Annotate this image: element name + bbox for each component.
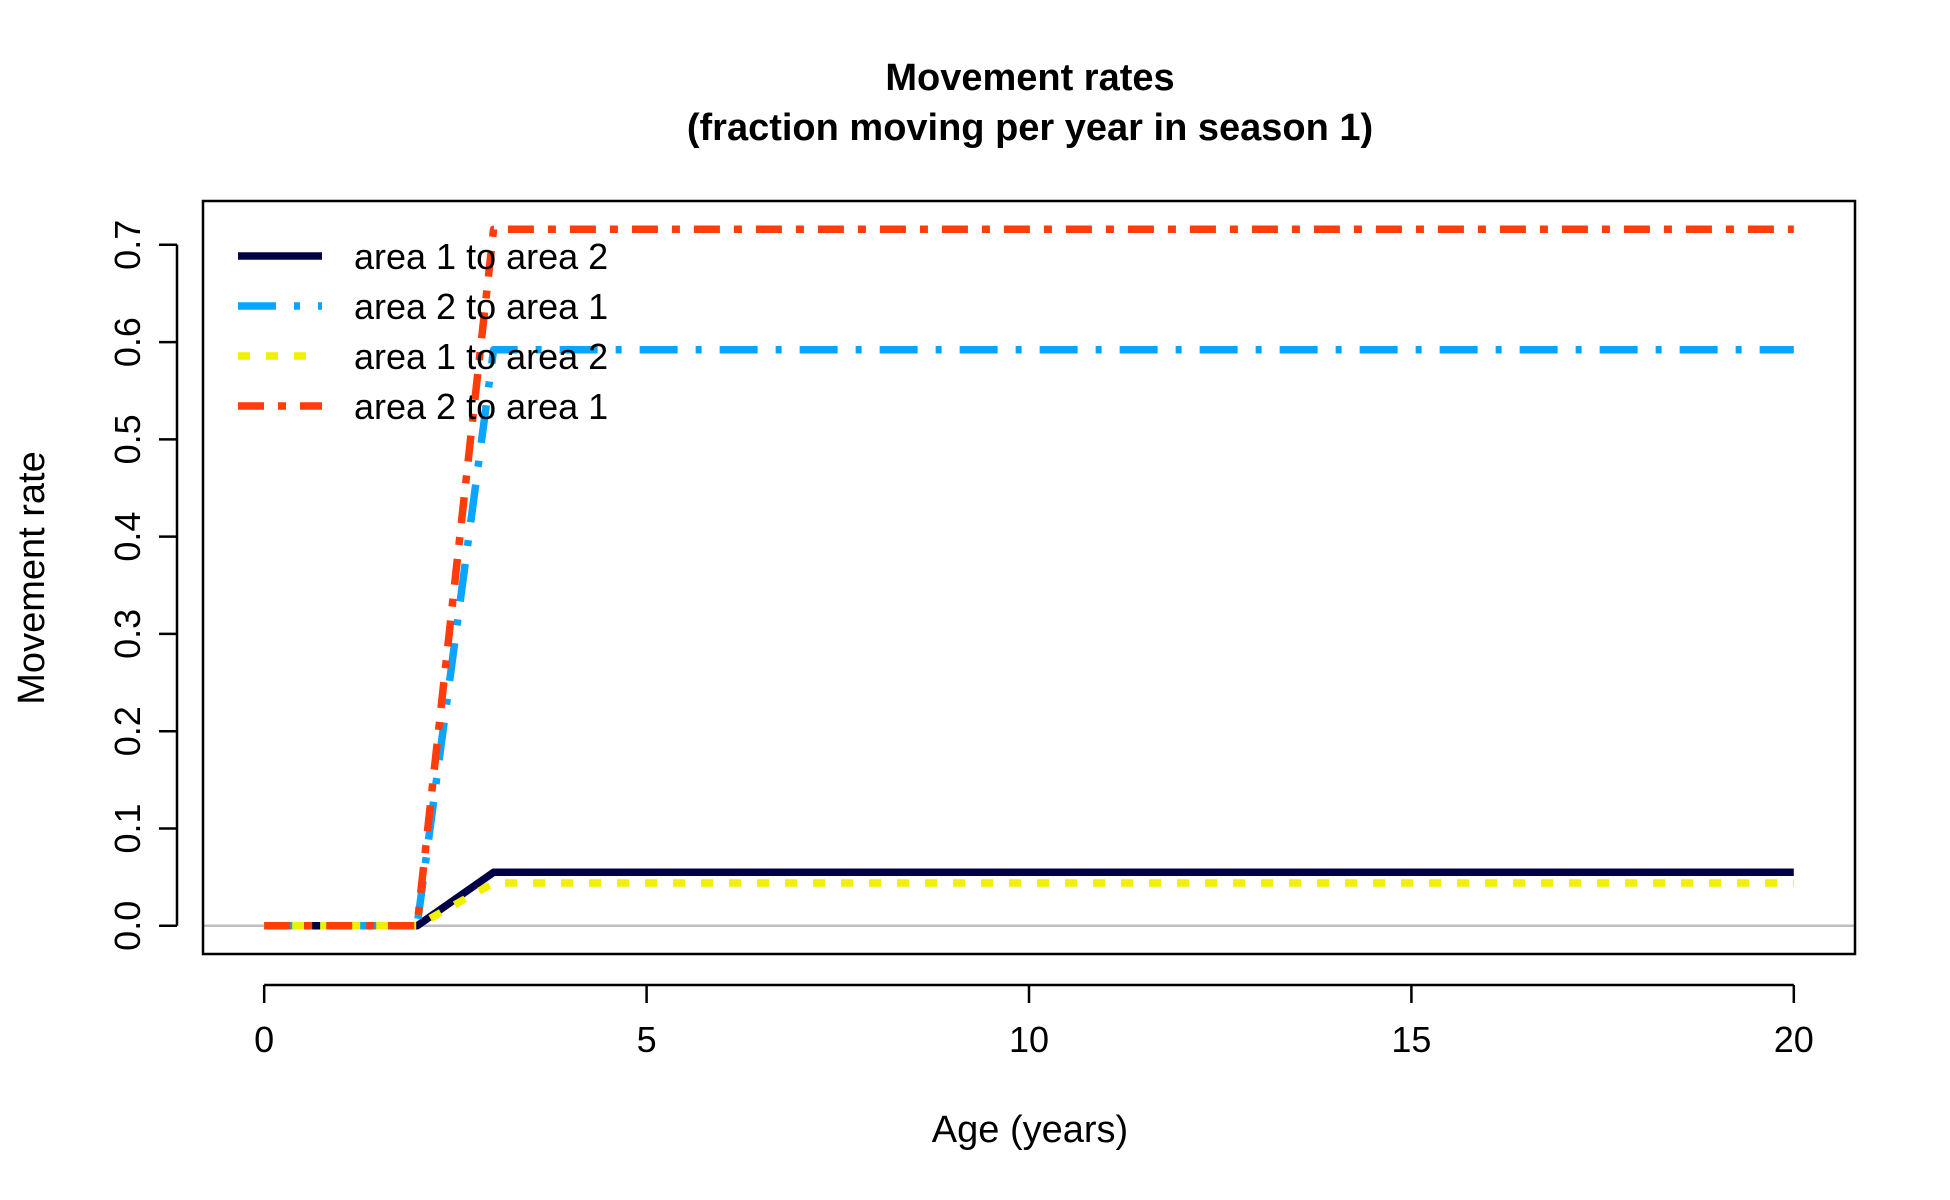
series-line-3	[264, 879, 1794, 930]
chart-title: Movement rates	[885, 57, 1174, 99]
y-tick-label: 0.5	[107, 414, 148, 464]
y-axis-label: Movement rate	[11, 451, 53, 704]
series-line-4	[264, 225, 1794, 930]
x-tick-label: 0	[254, 1019, 274, 1060]
plot-frame	[201, 199, 1857, 956]
y-tick-label: 0.6	[107, 317, 148, 367]
x-axis-label: Age (years)	[932, 1109, 1128, 1151]
y-tick-label: 0.0	[107, 901, 148, 951]
legend-label-1: area 1 to area 2	[354, 236, 608, 277]
series-line-2	[264, 346, 1794, 930]
x-tick-label: 20	[1774, 1019, 1814, 1060]
legend-label-2: area 2 to area 1	[354, 286, 608, 327]
y-tick-label: 0.2	[107, 706, 148, 756]
y-tick-label: 0.3	[107, 609, 148, 659]
x-tick-label: 10	[1009, 1019, 1049, 1060]
legend-label-4: area 2 to area 1	[354, 386, 608, 427]
legend-label-3: area 1 to area 2	[354, 336, 608, 377]
x-tick-label: 15	[1391, 1019, 1431, 1060]
series-line-1	[264, 868, 1794, 930]
y-tick-label: 0.1	[107, 803, 148, 853]
x-tick-label: 5	[637, 1019, 657, 1060]
y-tick-label: 0.4	[107, 512, 148, 562]
y-tick-label: 0.7	[107, 220, 148, 270]
chart-subtitle: (fraction moving per year in season 1)	[687, 107, 1373, 149]
